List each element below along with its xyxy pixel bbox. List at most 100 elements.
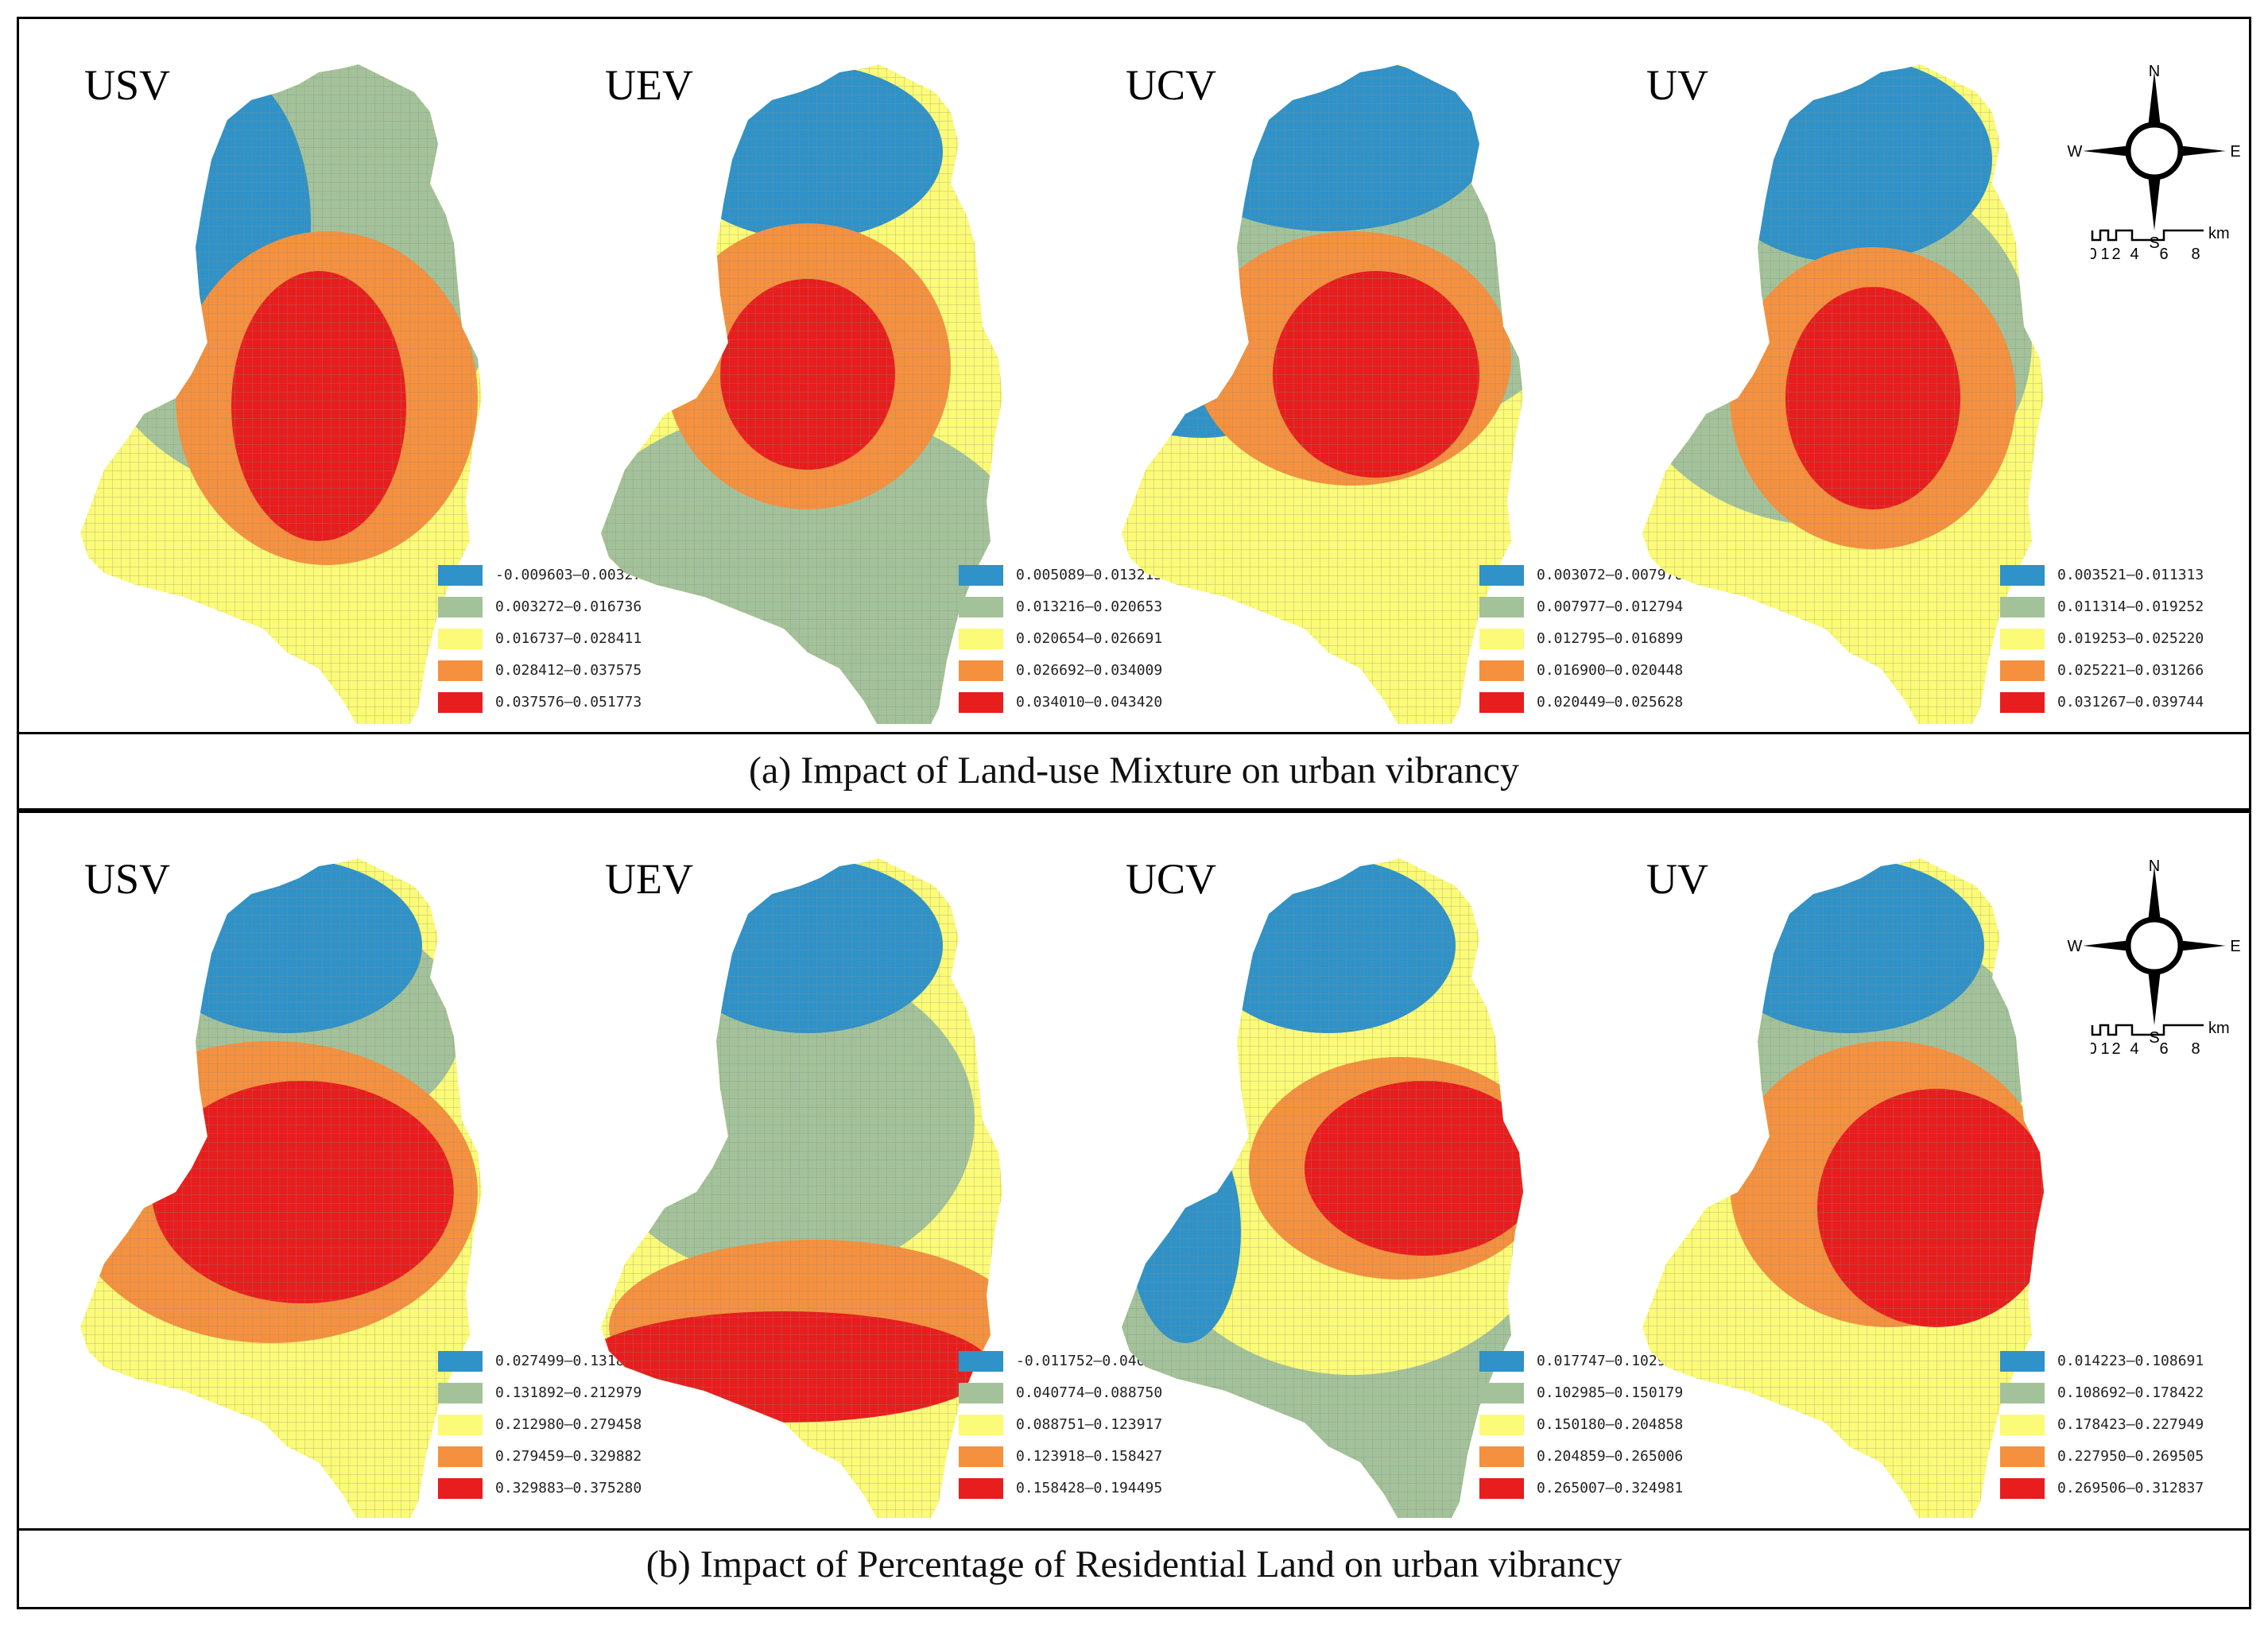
legend-item: 0.204859—0.265006 <box>1479 1446 1718 1467</box>
legend-item: 0.020449—0.025628 <box>1479 692 1718 713</box>
legend-range-label: 0.158428—0.194495 <box>1016 1480 1163 1496</box>
legend-range-label: 0.020449—0.025628 <box>1537 694 1684 710</box>
scale-tick-label: 0 <box>2091 1040 2097 1058</box>
compass-rose-a: N S W E <box>2068 64 2241 252</box>
legend-swatch <box>438 1446 483 1467</box>
legend-item: 0.025221—0.031266 <box>2000 660 2239 681</box>
legend-swatch <box>438 692 483 713</box>
scale-tick-label: 2 <box>2111 246 2120 263</box>
legend-swatch <box>959 1415 1003 1435</box>
legend-item: 0.158428—0.194495 <box>959 1478 1197 1499</box>
legend-swatch <box>438 629 483 649</box>
legend-range-label: -0.009603—0.003271 <box>495 567 651 583</box>
legend-item: 0.011314—0.019252 <box>2000 597 2239 617</box>
legend-item: 0.003521—0.011313 <box>2000 565 2239 586</box>
legend-item: 0.123918—0.158427 <box>959 1446 1197 1467</box>
legend-range-label: -0.011752—0.040773 <box>1016 1353 1172 1369</box>
legend-swatch <box>438 1351 483 1372</box>
legend-range-label: 0.003521—0.011313 <box>2057 567 2204 583</box>
legend-item: 0.003072—0.007976 <box>1479 565 1718 586</box>
legend-item: 0.028412—0.037575 <box>438 660 677 681</box>
legend-range-label: 0.028412—0.037575 <box>495 662 642 679</box>
legend-swatch <box>1479 1478 1524 1499</box>
scale-tick-label: 8 <box>2191 246 2200 263</box>
scale-unit: km <box>2208 225 2230 242</box>
map-label: UV <box>1646 855 1708 903</box>
legend-swatch <box>959 692 1003 713</box>
legend-swatch <box>2000 1351 2045 1372</box>
legend-range-label: 0.212980—0.279458 <box>495 1416 642 1433</box>
legend-range-label: 0.204859—0.265006 <box>1537 1448 1684 1465</box>
legend-range-label: 0.279459—0.329882 <box>495 1448 642 1465</box>
legend-range-label: 0.027499—0.131891 <box>495 1353 642 1369</box>
legend-range-label: 0.026692—0.034009 <box>1016 662 1163 679</box>
legend-swatch <box>2000 1478 2045 1499</box>
legend-range-label: 0.102985—0.150179 <box>1537 1384 1684 1401</box>
legend-item: 0.102985—0.150179 <box>1479 1383 1718 1403</box>
vibrancy-map-uv <box>1642 858 2044 1518</box>
vibrancy-map-uv <box>1642 64 2044 724</box>
legend-item: 0.012795—0.016899 <box>1479 629 1718 649</box>
legend-item: 0.007977—0.012794 <box>1479 597 1718 617</box>
legend-range-label: 0.017747—0.102984 <box>1537 1353 1684 1369</box>
legend-item: 0.027499—0.131891 <box>438 1351 677 1372</box>
legend-item: 0.040774—0.088750 <box>959 1383 1197 1403</box>
map-label: UEV <box>605 61 693 109</box>
legend-item: 0.265007—0.324981 <box>1479 1478 1718 1499</box>
legend-range-label: 0.025221—0.031266 <box>2057 662 2204 679</box>
legend-range-label: 0.088751—0.123917 <box>1016 1416 1163 1433</box>
legend-item: 0.037576—0.051773 <box>438 692 677 713</box>
panel-a-title: (a) Impact of Land-use Mixture on urban … <box>749 749 1519 792</box>
panel-b-divider <box>19 1528 2249 1531</box>
legend-item: 0.026692—0.034009 <box>959 660 1197 681</box>
legend-range-label: 0.019253—0.025220 <box>2057 630 2204 647</box>
scale-tick-label: 6 <box>2159 1040 2168 1058</box>
legend-swatch <box>438 1478 483 1499</box>
legend-swatch <box>2000 629 2045 649</box>
legend-item: 0.013216—0.020653 <box>959 597 1197 617</box>
legend-item: 0.150180—0.204858 <box>1479 1415 1718 1435</box>
legend-item: 0.088751—0.123917 <box>959 1415 1197 1435</box>
legend-range-label: 0.003272—0.016736 <box>495 598 642 615</box>
compass-rose-b: N S W E <box>2068 858 2241 1047</box>
scale-tick-label: 8 <box>2191 1040 2200 1058</box>
legend-range-label: 0.329883—0.375280 <box>495 1480 642 1496</box>
legend-swatch <box>1479 692 1524 713</box>
map-label: UCV <box>1126 855 1217 903</box>
legend-range-label: 0.016737—0.028411 <box>495 630 642 647</box>
panel-b-title: (b) Impact of Percentage of Residential … <box>646 1543 1622 1585</box>
legend-swatch <box>438 565 483 586</box>
legend-item: 0.034010—0.043420 <box>959 692 1197 713</box>
legend-item: 0.005089—0.013215 <box>959 565 1197 586</box>
legend-range-label: 0.034010—0.043420 <box>1016 694 1163 710</box>
legend-item: 0.131892—0.212979 <box>438 1383 677 1403</box>
legend-swatch <box>438 1415 483 1435</box>
legend-swatch <box>959 597 1003 617</box>
legend-swatch <box>959 565 1003 586</box>
compass-south-label: S <box>2149 234 2159 252</box>
legend-range-label: 0.020654—0.026691 <box>1016 630 1163 647</box>
legend-swatch <box>1479 629 1524 649</box>
legend-range-label: 0.031267—0.039744 <box>2057 694 2204 710</box>
compass-north-label: N <box>2149 858 2160 875</box>
legend-swatch <box>1479 597 1524 617</box>
legend-swatch <box>2000 660 2045 681</box>
legend-range-label: 0.131892—0.212979 <box>495 1384 642 1401</box>
legend-swatch <box>2000 1446 2045 1467</box>
compass-south-label: S <box>2149 1029 2159 1047</box>
legend-range-label: 0.150180—0.204858 <box>1537 1416 1684 1433</box>
legend-swatch <box>1479 1383 1524 1403</box>
legend-item: 0.020654—0.026691 <box>959 629 1197 649</box>
legend-item: 0.227950—0.269505 <box>2000 1446 2239 1467</box>
legend-range-label: 0.005089—0.013215 <box>1016 567 1163 583</box>
legend-range-label: 0.227950—0.269505 <box>2057 1448 2204 1465</box>
legend-range-label: 0.011314—0.019252 <box>2057 598 2204 615</box>
legend-swatch <box>1479 565 1524 586</box>
legend-swatch <box>1479 1415 1524 1435</box>
legend-swatch <box>1479 1446 1524 1467</box>
scale-tick-label: 4 <box>2130 1040 2138 1058</box>
legend-swatch <box>959 1383 1003 1403</box>
legend-range-label: 0.108692—0.178422 <box>2057 1384 2204 1401</box>
